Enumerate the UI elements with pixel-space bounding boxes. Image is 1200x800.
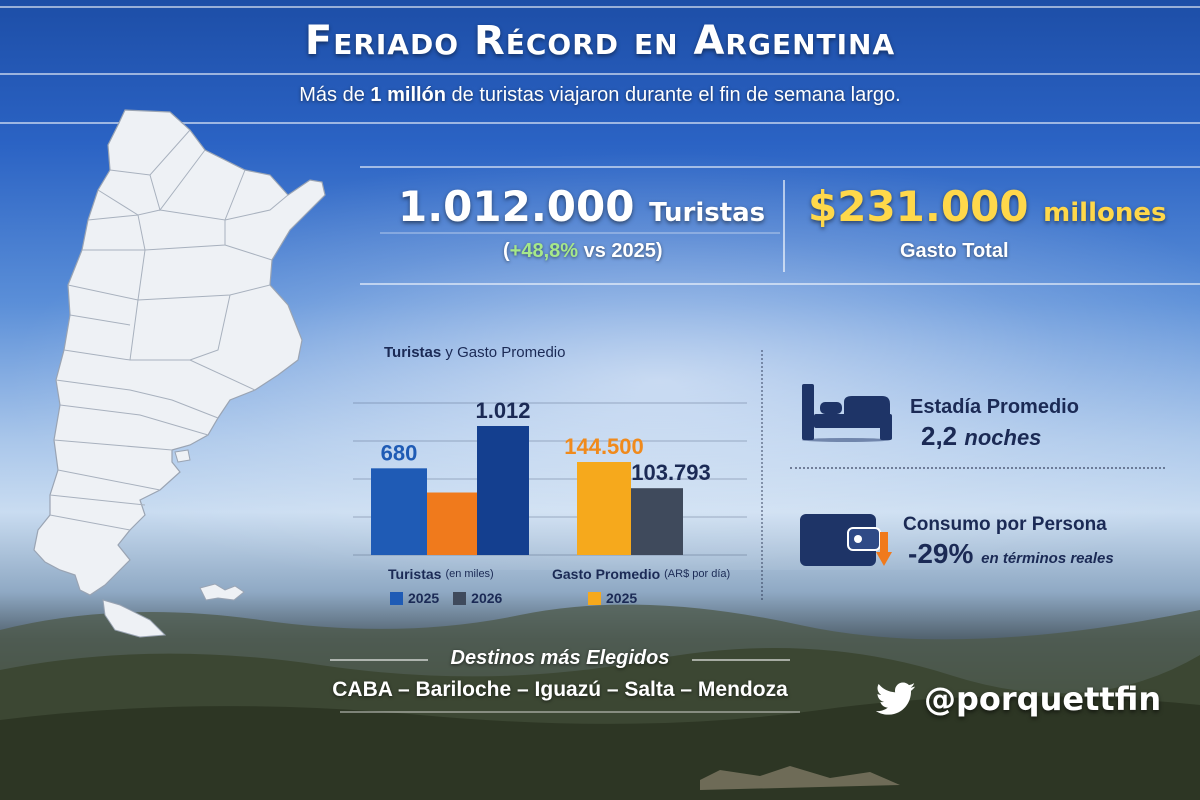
- stay-value: 2,2 noches: [921, 421, 1041, 452]
- group-label-tourists: Turistas (en miles): [388, 566, 494, 582]
- legend-swatch-2025-spending: [588, 591, 601, 605]
- legend-right: 2025: [588, 590, 651, 606]
- tourists-change-open: (: [503, 240, 510, 262]
- stats-divider: [783, 180, 785, 272]
- bar-spending-2025-label: 144.500: [564, 434, 644, 459]
- chart-title: Turistas y Gasto Promedio: [384, 344, 565, 361]
- bar-spending-2026: [631, 488, 683, 555]
- twitter-handle-text[interactable]: @porquettfin: [924, 680, 1162, 718]
- subtitle-post: de turistas viajaron durante el fin de s…: [446, 84, 901, 106]
- page-subtitle: Más de 1 millón de turistas viajaron dur…: [0, 84, 1200, 107]
- subtitle-rule: [0, 122, 1200, 124]
- legend-item-2025: 2025: [390, 590, 439, 606]
- consumption-note: en términos reales: [981, 550, 1114, 567]
- stats-rule-mid: [380, 232, 780, 234]
- wallet-icon: [800, 514, 892, 566]
- consumption-value: -29% en términos reales: [908, 538, 1114, 570]
- legend-label-2025: 2025: [408, 590, 440, 606]
- twitter-bird-icon: [876, 682, 916, 715]
- bar-tourists-2026-label: 1.012: [475, 398, 530, 423]
- stats-rule-bottom: [360, 283, 1200, 285]
- stay-label: Estadía Promedio: [910, 396, 1079, 418]
- title-rule-bottom: [0, 73, 1200, 75]
- group-label-spending: Gasto Promedio (AR$ por día): [552, 566, 730, 582]
- spending-label: Gasto Total: [900, 240, 1009, 262]
- bed-icon: [802, 384, 892, 442]
- tourists-value: 1.012.000 Turistas: [398, 182, 765, 231]
- tourists-unit: Turistas: [649, 198, 766, 228]
- argentina-map: [33, 109, 326, 638]
- spending-unit: millones: [1043, 198, 1167, 228]
- stay-number: 2,2: [921, 421, 958, 451]
- legend-swatch-2026: [453, 591, 467, 605]
- bar-spending-2026-label: 103.793: [631, 460, 711, 485]
- legend-label-2025-spending: 2025: [606, 590, 638, 606]
- spending-value: $231.000 millones: [808, 182, 1166, 231]
- group-label-spending-note: (AR$ por día): [664, 568, 731, 580]
- page-title: Feriado Récord en Argentina: [304, 18, 896, 64]
- side-divider-horizontal: [790, 467, 1165, 469]
- group-label-tourists-name: Turistas: [388, 566, 442, 582]
- bar-spending-2025: [577, 462, 631, 555]
- consumption-number: -29%: [908, 538, 974, 569]
- side-divider-vertical: [761, 350, 763, 600]
- destinations-list: CABA – Bariloche – Iguazú – Salta – Mend…: [332, 678, 788, 701]
- destinations-rule-bottom: [340, 711, 800, 713]
- tourists-change-rest: vs 2025): [578, 240, 663, 262]
- spending-number: $231.000: [808, 182, 1029, 231]
- subtitle-bold: 1 millón: [370, 84, 446, 106]
- bar-tourists-2025-orange: [427, 492, 477, 555]
- legend-item-2025-spending: 2025: [588, 590, 637, 606]
- tourists-number: 1.012.000: [398, 182, 635, 231]
- legend-swatch-2025: [390, 591, 403, 605]
- destinations-rule-left: [330, 659, 428, 661]
- tourists-change-value: +48,8%: [509, 240, 579, 262]
- legend-item-2026: 2026: [453, 590, 502, 606]
- group-label-tourists-note: (en miles): [445, 568, 494, 580]
- chart-title-bold: Turistas: [384, 344, 442, 361]
- tourists-change: (+48,8% vs 2025): [503, 240, 663, 263]
- destinations-title: Destinos más Elegidos: [450, 647, 670, 669]
- destinations-rule-right: [692, 659, 790, 661]
- title-rule-top: [0, 6, 1200, 8]
- legend-left: 2025 2026: [390, 590, 516, 606]
- bar-tourists-2026: [477, 426, 529, 555]
- chart-title-rest: y Gasto Promedio: [445, 344, 566, 361]
- group-label-spending-name: Gasto Promedio: [552, 566, 661, 582]
- consumption-label: Consumo por Persona: [903, 514, 1107, 535]
- twitter-handle[interactable]: @porquettfin: [876, 680, 1161, 718]
- subtitle-pre: Más de: [299, 84, 371, 106]
- stats-rule-top: [360, 166, 1200, 168]
- legend-label-2026: 2026: [471, 590, 503, 606]
- bar-tourists-2025-label: 680: [381, 440, 418, 465]
- stay-unit: noches: [964, 425, 1042, 450]
- bar-tourists-2025: [371, 468, 427, 555]
